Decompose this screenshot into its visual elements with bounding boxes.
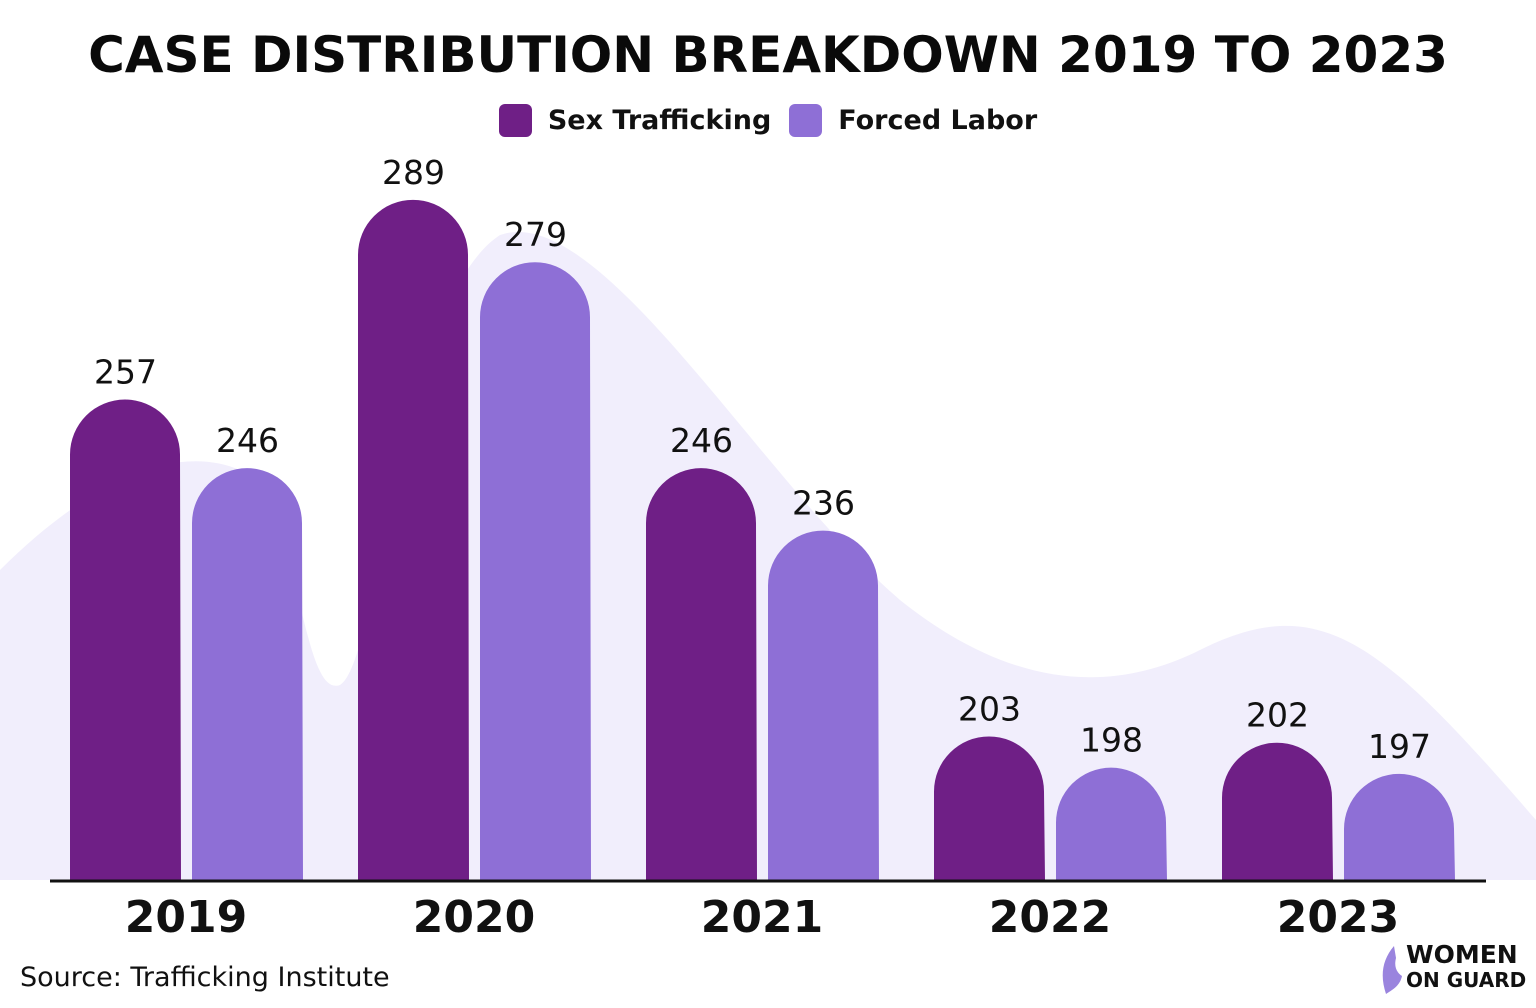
bar	[70, 399, 181, 880]
bar	[1056, 767, 1167, 880]
logo-line2: ON GUARD	[1406, 968, 1527, 992]
legend-item-forced-labor: Forced Labor	[789, 104, 1037, 137]
bar	[768, 530, 879, 880]
data-label: 198	[1080, 721, 1143, 760]
data-label: 236	[792, 484, 855, 523]
logo: WOMEN ON GUARD	[1380, 942, 1530, 998]
woman-profile-icon	[1382, 946, 1402, 994]
x-tick-label: 2019	[125, 892, 247, 943]
chart-title: CASE DISTRIBUTION BREAKDOWN 2019 TO 2023	[88, 26, 1448, 84]
x-tick-label: 2020	[413, 892, 535, 943]
bar	[934, 736, 1045, 880]
logo-line1: WOMEN	[1406, 940, 1518, 969]
legend-label: Forced Labor	[838, 105, 1038, 136]
data-label: 202	[1246, 696, 1309, 735]
data-label: 197	[1368, 727, 1431, 766]
data-label: 289	[382, 153, 445, 192]
legend-label: Sex Trafficking	[547, 105, 772, 136]
legend-swatch	[789, 104, 823, 137]
legend: Sex Trafficking Forced Labor	[0, 104, 1536, 137]
data-label: 203	[958, 689, 1021, 728]
bar	[1344, 773, 1455, 880]
bar	[1222, 742, 1333, 880]
bar	[192, 468, 303, 880]
bar	[646, 468, 757, 880]
bar	[480, 262, 591, 880]
x-tick-label: 2022	[989, 892, 1111, 943]
x-tick-label: 2021	[701, 892, 823, 943]
data-label: 246	[216, 421, 279, 460]
data-label: 246	[670, 421, 733, 460]
legend-item-sex-trafficking: Sex Trafficking	[498, 104, 772, 137]
legend-swatch	[498, 104, 532, 137]
source-note: Source: Trafficking Institute	[20, 962, 390, 993]
bar	[358, 199, 469, 881]
x-tick-label: 2023	[1277, 892, 1399, 943]
data-label: 257	[94, 353, 157, 392]
data-label: 279	[504, 215, 567, 254]
